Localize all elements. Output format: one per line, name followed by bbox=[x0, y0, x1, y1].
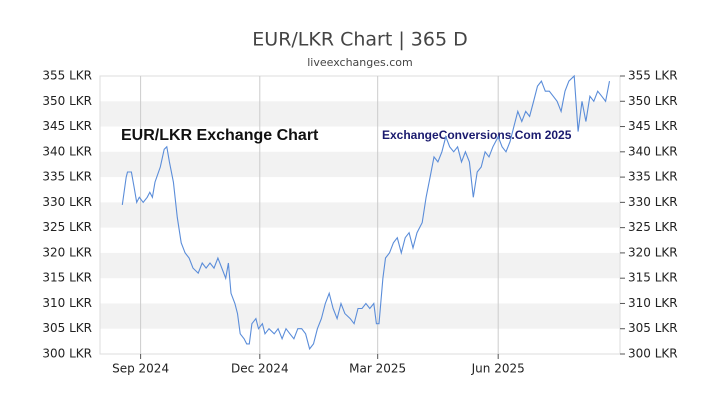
chart-subtitle: liveexchanges.com bbox=[307, 56, 412, 69]
grid-band bbox=[100, 252, 620, 279]
grid-band bbox=[100, 101, 620, 127]
y-tick-label: 330 LKR bbox=[42, 195, 92, 209]
annotation: EUR/LKR Exchange Chart bbox=[121, 127, 319, 144]
grid-band bbox=[100, 303, 620, 329]
chart-title: EUR/LKR Chart | 365 D bbox=[252, 29, 467, 51]
x-tick-label: Mar 2025 bbox=[349, 362, 406, 376]
annotation: ExchangeConversions.Com 2025 bbox=[382, 128, 572, 142]
x-tick-label: Dec 2024 bbox=[231, 362, 289, 376]
y-tick-label: 320 LKR bbox=[42, 245, 92, 259]
series-line bbox=[121, 74, 611, 351]
grid-band bbox=[100, 151, 620, 178]
y2-tick-label: 300 LKR bbox=[628, 347, 678, 361]
y2-tick-label: 330 LKR bbox=[628, 195, 678, 209]
y-tick-label: 340 LKR bbox=[42, 144, 92, 158]
y-tick-label: 300 LKR bbox=[42, 347, 92, 361]
y2-tick-label: 335 LKR bbox=[628, 170, 678, 184]
plot-frame bbox=[99, 75, 621, 355]
x-tick-label: Sep 2024 bbox=[112, 362, 169, 376]
y-tick-label: 310 LKR bbox=[42, 296, 92, 310]
y-tick-label: 350 LKR bbox=[42, 94, 92, 108]
y2-tick-label: 315 LKR bbox=[628, 271, 678, 285]
x-tick-label: Jun 2025 bbox=[471, 362, 525, 376]
y2-tick-label: 340 LKR bbox=[628, 144, 678, 158]
y-tick-label: 315 LKR bbox=[42, 271, 92, 285]
y-tick-label: 305 LKR bbox=[42, 321, 92, 335]
y2-tick-label: 350 LKR bbox=[628, 94, 678, 108]
y-tick-label: 355 LKR bbox=[42, 69, 92, 83]
y2-tick-label: 345 LKR bbox=[628, 119, 678, 133]
grid-band bbox=[100, 202, 620, 228]
y2-tick-label: 310 LKR bbox=[628, 296, 678, 310]
y-tick-label: 325 LKR bbox=[42, 220, 92, 234]
y2-tick-label: 325 LKR bbox=[628, 220, 678, 234]
y2-tick-label: 355 LKR bbox=[628, 69, 678, 83]
y-tick-label: 345 LKR bbox=[42, 119, 92, 133]
y2-tick-label: 305 LKR bbox=[628, 321, 678, 335]
y2-tick-label: 320 LKR bbox=[628, 245, 678, 259]
y-tick-label: 335 LKR bbox=[42, 170, 92, 184]
